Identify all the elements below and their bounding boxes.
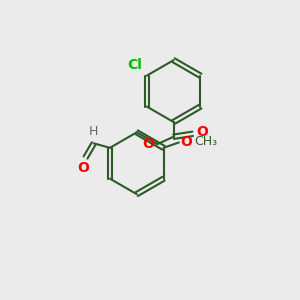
- Text: O: O: [180, 135, 192, 149]
- Text: O: O: [77, 161, 89, 175]
- Text: H: H: [89, 125, 98, 138]
- Text: Cl: Cl: [128, 58, 142, 72]
- Text: O: O: [142, 137, 154, 151]
- Text: O: O: [196, 125, 208, 139]
- Text: CH₃: CH₃: [194, 134, 217, 148]
